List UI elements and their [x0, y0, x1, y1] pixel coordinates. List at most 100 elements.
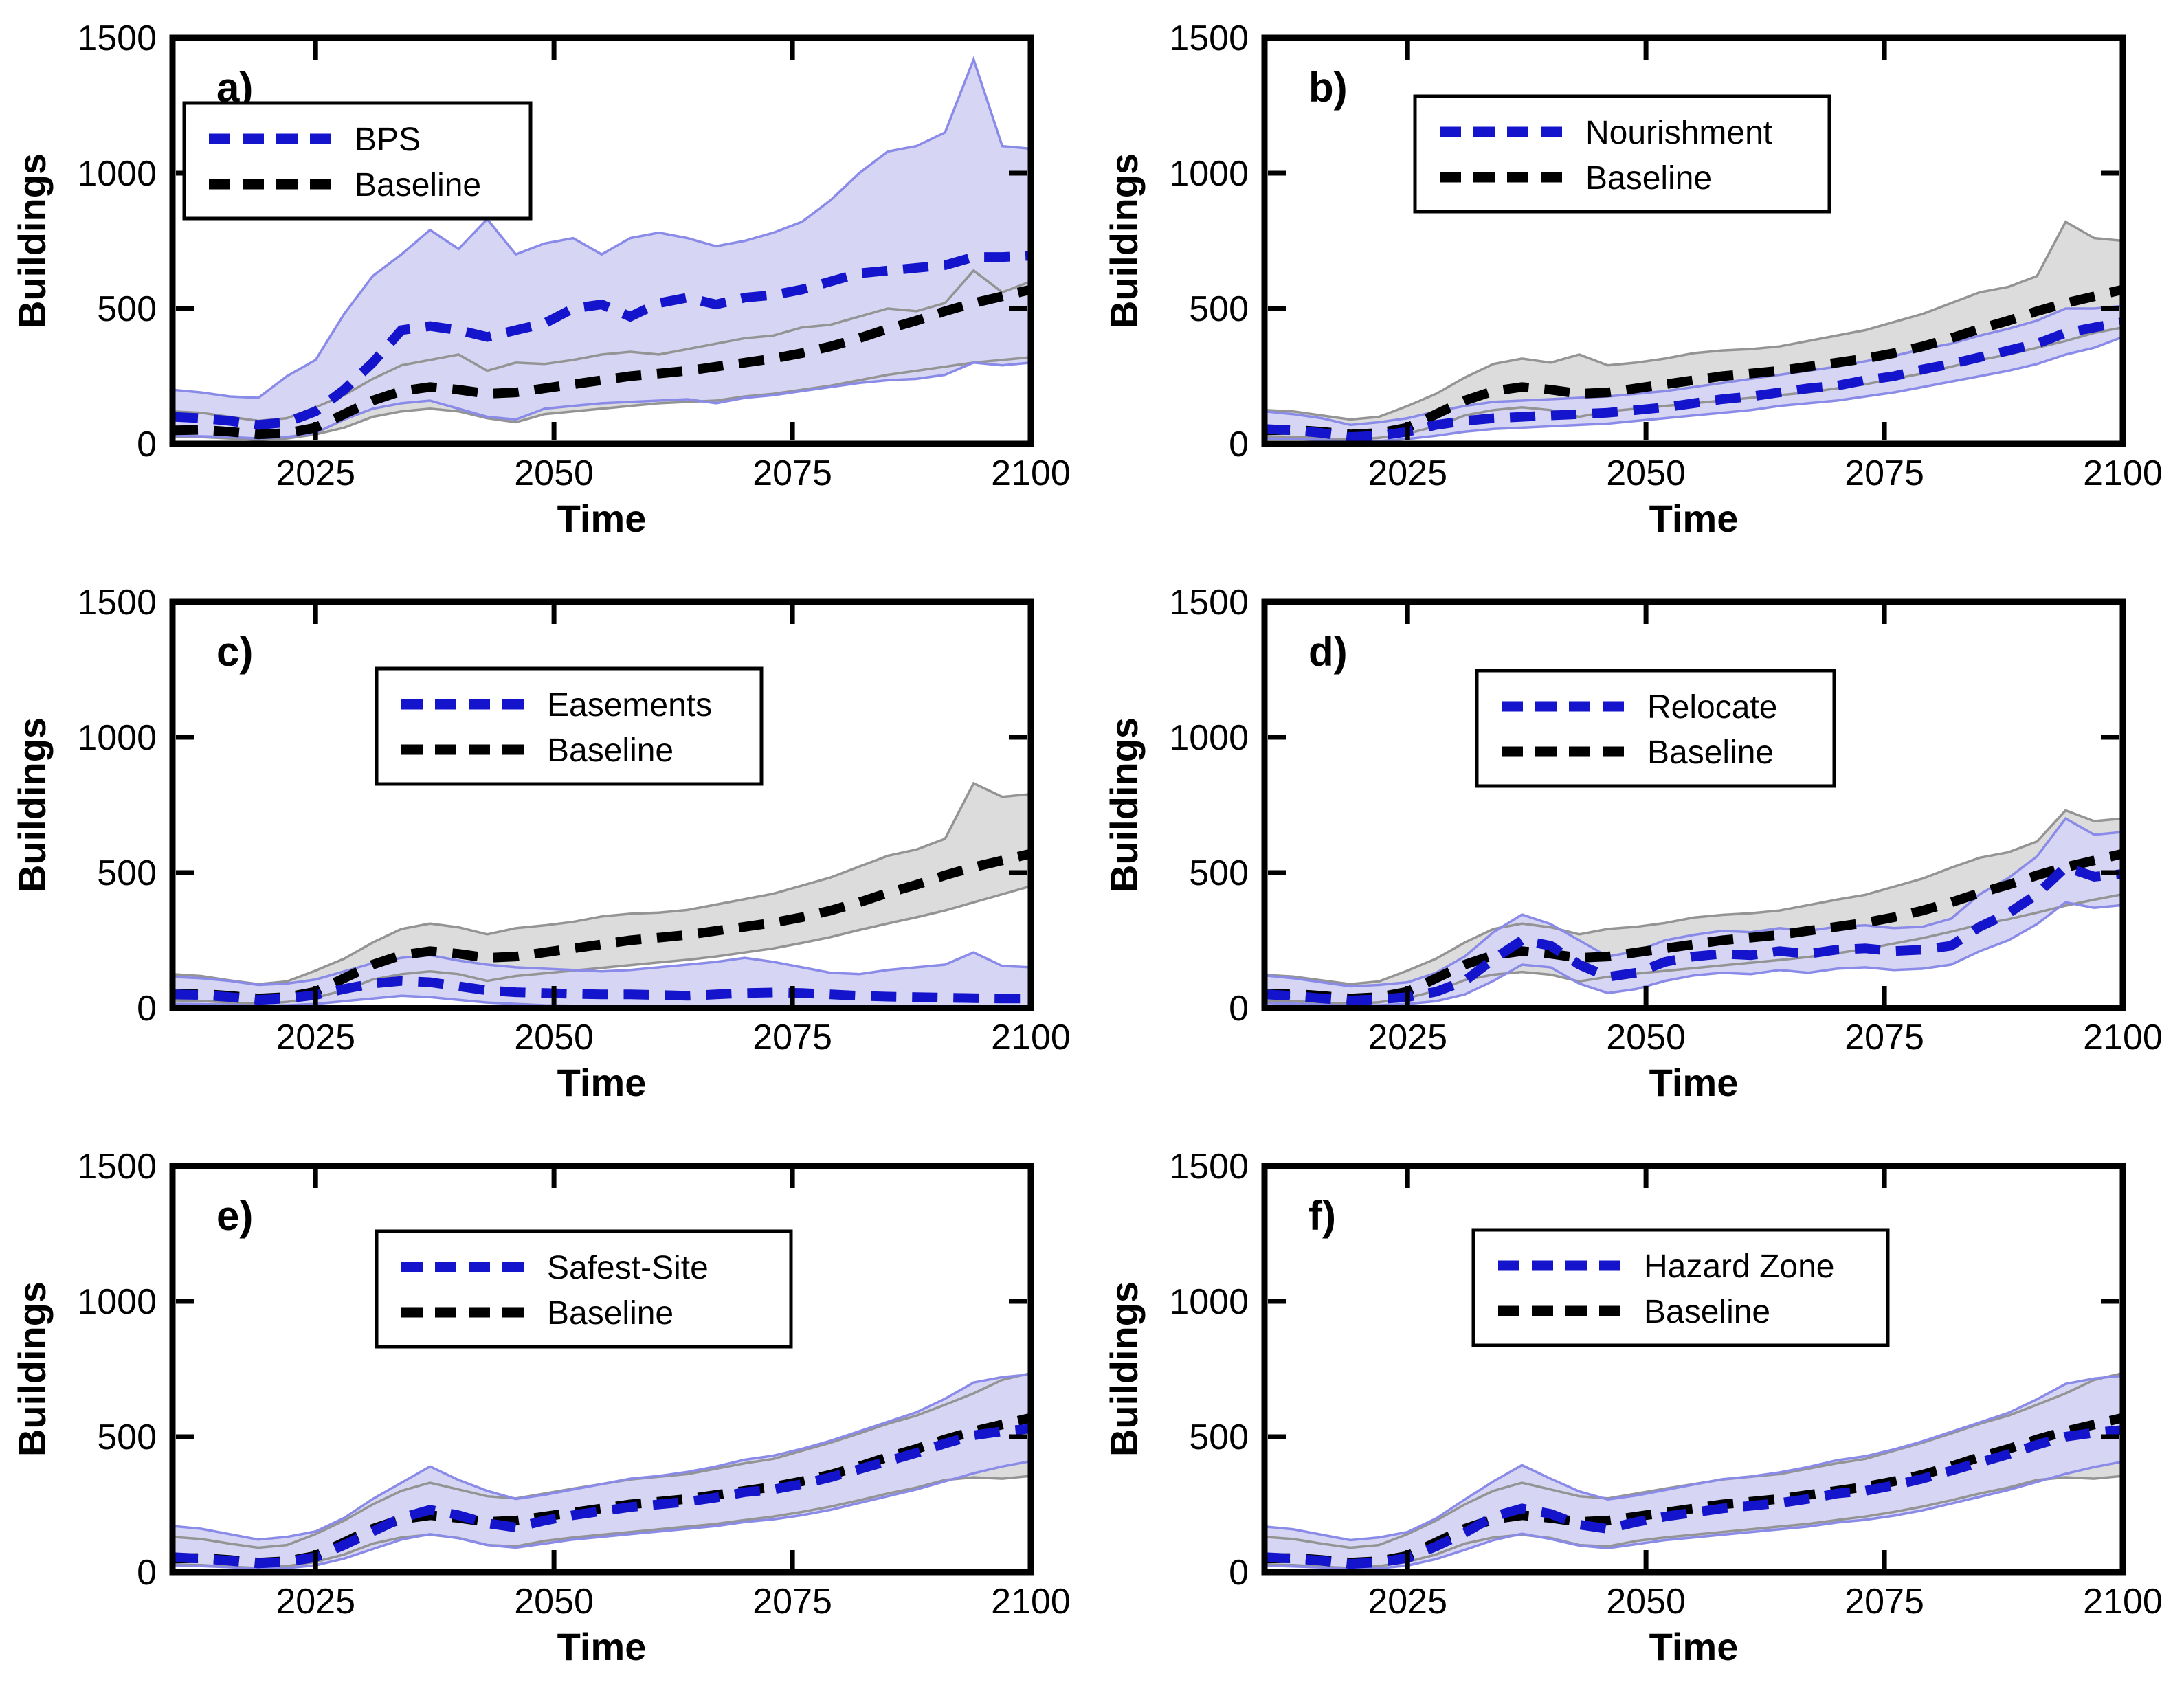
x-tick-label: 2050	[514, 1018, 594, 1057]
axis-ticks	[1268, 35, 2126, 447]
legend-box	[1413, 94, 1831, 214]
scenario-uncertainty-band	[172, 952, 1031, 1008]
legend: BPS Baseline	[182, 101, 533, 221]
panel-letter: e)	[216, 1193, 253, 1239]
panel-d: 0 500 1000 1500 2025 2050 2075 2100 Buildings Tim…	[1102, 583, 2163, 1104]
x-tick-label: 2050	[1606, 1582, 1686, 1622]
baseline-uncertainty-band	[172, 783, 1031, 1005]
baseline-uncertainty-band	[1264, 221, 2123, 440]
y-tick-label: 0	[137, 989, 157, 1029]
axis-ticks	[1268, 1163, 2126, 1575]
y-axis-label: Buildings	[1102, 153, 1146, 328]
baseline-band-upper-edge	[1264, 220, 2124, 421]
legend-label-scenario: Relocate	[1647, 689, 1777, 726]
axis-ticks	[176, 599, 1034, 1011]
legend-label-scenario: Hazard Zone	[1644, 1248, 1834, 1285]
plot-frame	[1261, 34, 2126, 447]
y-tick-label: 0	[137, 1553, 157, 1593]
x-tick-label: 2075	[753, 1018, 832, 1057]
y-tick-label: 1000	[77, 718, 157, 758]
baseline-band-upper-edge	[172, 781, 1032, 986]
x-axis-label: Time	[1649, 497, 1739, 540]
legend-label-baseline: Baseline	[1585, 160, 1712, 197]
legend-box	[1475, 669, 1836, 788]
panel-b: 0 500 1000 1500 2025 2050 2075 2100 Buildings Tim…	[1102, 19, 2163, 540]
legend-box	[375, 666, 764, 786]
axis-ticks	[1268, 599, 2126, 1011]
x-tick-label: 2100	[991, 1018, 1071, 1057]
plot-frame	[169, 598, 1034, 1011]
x-tick-label: 2025	[276, 453, 355, 493]
legend-label-scenario: BPS	[355, 122, 421, 158]
plot-frame	[1261, 598, 2126, 1011]
legend-label-baseline: Baseline	[547, 1295, 673, 1332]
panel-letter: d)	[1308, 629, 1348, 675]
y-axis-label: Buildings	[10, 717, 54, 893]
y-axis-label: Buildings	[1102, 1281, 1146, 1457]
x-tick-label: 2100	[2083, 1018, 2163, 1057]
legend-label-scenario: Safest-Site	[547, 1250, 709, 1286]
y-axis-label: Buildings	[1102, 717, 1146, 893]
x-tick-label: 2075	[753, 1582, 832, 1622]
scenario-band-upper-edge	[172, 951, 1032, 987]
legend-label-baseline: Baseline	[1647, 735, 1774, 771]
baseline-band-upper-edge	[1264, 809, 2124, 986]
legend-label-baseline: Baseline	[1644, 1294, 1770, 1330]
scenario-band-upper-edge	[1264, 304, 2124, 427]
legend-label-scenario: Easements	[547, 687, 712, 724]
axis-ticks	[176, 35, 1034, 447]
plot-frame	[169, 34, 1034, 447]
x-tick-label: 2025	[1368, 1582, 1447, 1622]
y-tick-label: 500	[97, 289, 157, 329]
y-tick-label: 500	[1189, 1417, 1249, 1457]
y-tick-label: 500	[97, 853, 157, 893]
x-axis-label: Time	[557, 1061, 647, 1104]
y-tick-label: 1000	[77, 154, 157, 194]
scenario-uncertainty-band	[172, 59, 1031, 439]
x-tick-label: 2050	[1606, 1018, 1686, 1057]
panel-letter: f)	[1308, 1193, 1336, 1239]
x-tick-label: 2025	[276, 1018, 355, 1057]
plot-frame	[1261, 1163, 2126, 1576]
y-tick-label: 1000	[1169, 1282, 1249, 1322]
y-tick-label: 1500	[1169, 583, 1249, 623]
scenario-line	[172, 251, 1032, 430]
y-tick-label: 1500	[77, 1147, 157, 1187]
panel-f: 0 500 1000 1500 2025 2050 2075 2100 Buildings Tim…	[1102, 1147, 2163, 1668]
y-tick-label: 0	[1229, 989, 1249, 1029]
panel-letter: b)	[1308, 65, 1348, 111]
x-tick-label: 2025	[276, 1582, 355, 1622]
y-tick-label: 0	[1229, 425, 1249, 464]
y-tick-label: 1500	[1169, 1147, 1249, 1187]
x-tick-label: 2075	[1845, 1018, 1924, 1057]
y-tick-label: 1500	[77, 19, 157, 58]
legend: Hazard Zone Baseline	[1471, 1228, 1890, 1347]
x-tick-label: 2100	[991, 453, 1071, 493]
x-tick-label: 2100	[991, 1582, 1071, 1622]
scenario-band-upper-edge	[172, 56, 1032, 399]
x-axis-label: Time	[557, 1625, 647, 1668]
panel-c: 0 500 1000 1500 2025 2050 2075 2100 Buildings Tim…	[10, 583, 1071, 1104]
x-tick-label: 2100	[2083, 1582, 2163, 1622]
y-tick-label: 1500	[1169, 19, 1249, 58]
y-tick-label: 500	[1189, 289, 1249, 329]
y-tick-label: 0	[137, 425, 157, 464]
x-tick-label: 2050	[514, 453, 594, 493]
x-tick-label: 2050	[514, 1582, 594, 1622]
y-tick-label: 1000	[77, 1282, 157, 1322]
legend: Relocate Baseline	[1475, 669, 1836, 788]
y-tick-label: 500	[1189, 853, 1249, 893]
x-tick-label: 2075	[1845, 1582, 1924, 1622]
y-tick-label: 0	[1229, 1553, 1249, 1593]
y-tick-label: 500	[97, 1417, 157, 1457]
plot-frame	[169, 1163, 1034, 1576]
x-tick-label: 2025	[1368, 1018, 1447, 1057]
legend-label-baseline: Baseline	[355, 167, 481, 203]
legend: Easements Baseline	[375, 666, 764, 786]
legend: Safest-Site Baseline	[375, 1229, 793, 1349]
panel-e: 0 500 1000 1500 2025 2050 2075 2100 Buildings Tim…	[10, 1147, 1071, 1668]
x-tick-label: 2100	[2083, 453, 2163, 493]
panel-a: 0 500 1000 1500 2025 2050 2075 2100 Buildings Tim…	[10, 19, 1071, 540]
legend-label-baseline: Baseline	[547, 732, 673, 769]
